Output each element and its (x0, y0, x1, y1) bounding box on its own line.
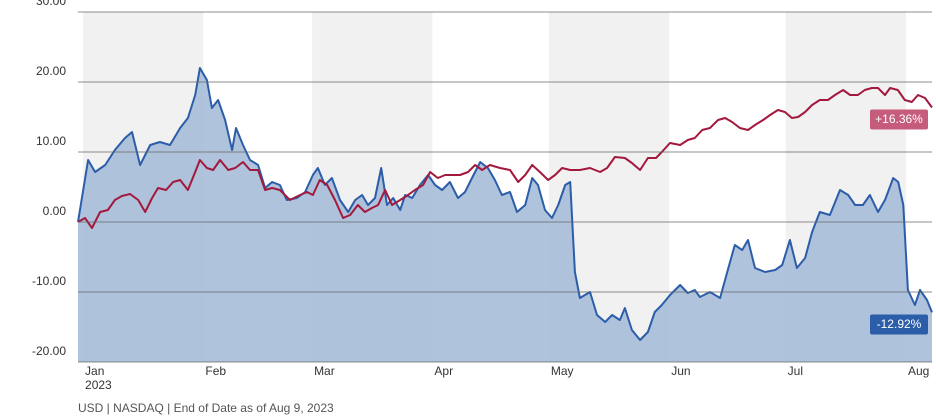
footnote: USD | NASDAQ | End of Date as of Aug 9, … (78, 401, 334, 415)
x-tick-label: Apr (434, 364, 453, 378)
x-tick-label: Jun (671, 364, 690, 378)
end-label-box (870, 109, 928, 130)
y-tick-label: 20.00 (36, 64, 66, 78)
x-tick-label: Jan (85, 364, 104, 378)
x-tick-label: Mar (314, 364, 335, 378)
x-tick-label: Feb (205, 364, 226, 378)
y-tick-label: 30.00 (36, 0, 66, 8)
end-label: +16.36% (870, 109, 928, 130)
y-tick-label: 0.00 (43, 204, 67, 218)
y-tick-label: -20.00 (32, 344, 66, 358)
end-label-box (870, 314, 928, 335)
x-tick-label: Aug (908, 364, 929, 378)
end-label-text: +16.36% (875, 112, 923, 126)
area (78, 68, 932, 362)
x-tick-label: May (551, 364, 574, 378)
end-label: -12.92% (870, 314, 928, 335)
line (77, 67, 933, 341)
x-tick-label: Jul (788, 364, 803, 378)
y-tick-label: -10.00 (32, 274, 66, 288)
y-tick-label: 10.00 (36, 134, 66, 148)
end-label-text: -12.92% (877, 317, 922, 331)
line (77, 87, 933, 229)
x-year-label: 2023 (85, 378, 112, 392)
